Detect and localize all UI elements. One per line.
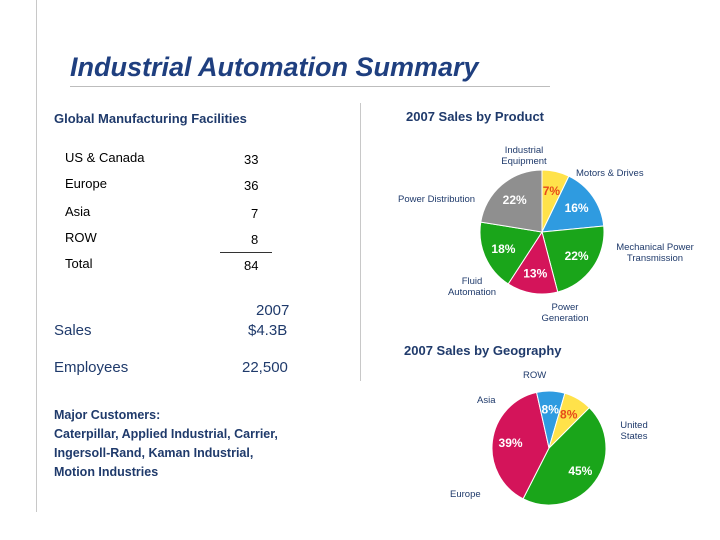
major-customers: Major Customers: Caterpillar, Applied In… bbox=[54, 406, 354, 482]
label-united-states: United States bbox=[620, 420, 648, 442]
facilities-header: Global Manufacturing Facilities bbox=[54, 111, 247, 126]
facility-label: US & Canada bbox=[65, 150, 145, 165]
total-rule bbox=[220, 252, 272, 253]
pie-slice-label: 16% bbox=[565, 201, 589, 215]
label-asia: Asia bbox=[477, 395, 496, 406]
left-border-line bbox=[36, 0, 37, 512]
label-power-distribution: Power Distribution bbox=[398, 194, 476, 205]
geography-chart-title: 2007 Sales by Geography bbox=[404, 343, 562, 358]
pie-slice-label: 45% bbox=[568, 464, 592, 478]
facility-label: ROW bbox=[65, 230, 97, 245]
facility-value: 33 bbox=[244, 152, 259, 167]
label-industrial-equipment: Industrial Equipment bbox=[501, 145, 547, 167]
pie-slice-label: 22% bbox=[565, 249, 589, 263]
label-motors-drives: Motors & Drives bbox=[576, 168, 644, 179]
facility-value: 7 bbox=[251, 206, 259, 221]
employees-label: Employees bbox=[54, 359, 129, 376]
pie-slice bbox=[522, 406, 607, 506]
facility-total-label: Total bbox=[65, 256, 93, 271]
label-fluid-automation: Fluid Automation bbox=[447, 276, 497, 298]
label-row: ROW bbox=[523, 370, 547, 381]
product-chart-title: 2007 Sales by Product bbox=[406, 109, 545, 124]
customers-header: Major Customers: bbox=[54, 408, 161, 422]
customers-line: Motion Industries bbox=[54, 465, 159, 479]
facility-label: Europe bbox=[65, 176, 107, 191]
column-divider bbox=[360, 103, 361, 381]
facility-total-value: 84 bbox=[244, 258, 259, 273]
pie-slice-label: 8% bbox=[542, 402, 560, 416]
pie-slice-label: 13% bbox=[523, 267, 547, 281]
pie-slice bbox=[541, 175, 605, 233]
facility-label: Asia bbox=[65, 204, 91, 219]
pie-slice bbox=[479, 221, 543, 285]
pie-slice-label: 7% bbox=[543, 184, 561, 198]
pie-slice bbox=[541, 225, 605, 293]
pie-slice-label: 22% bbox=[503, 193, 527, 207]
label-power-generation: Power Generation bbox=[541, 302, 589, 324]
customers-line: Ingersoll-Rand, Kaman Industrial, bbox=[54, 446, 254, 460]
page-title: Industrial Automation Summary bbox=[70, 52, 479, 82]
facility-value: 8 bbox=[251, 232, 259, 247]
pie-slice-label: 39% bbox=[499, 436, 523, 450]
pie-slice bbox=[548, 392, 591, 449]
pie-slice-label: 8% bbox=[560, 408, 578, 422]
label-mechanical-power: Mechanical Power Transmission bbox=[616, 242, 694, 264]
stats-year: 2007 bbox=[256, 302, 290, 319]
pie-slice bbox=[491, 391, 550, 500]
title-underline bbox=[70, 86, 550, 87]
customers-line: Caterpillar, Applied Industrial, Carrier… bbox=[54, 427, 278, 441]
pie-slice bbox=[480, 169, 543, 233]
label-europe: Europe bbox=[450, 489, 481, 500]
facility-value: 36 bbox=[244, 178, 259, 193]
sales-value: $4.3B bbox=[248, 322, 288, 339]
employees-value: 22,500 bbox=[242, 359, 288, 376]
pie-slice-label: 18% bbox=[491, 242, 515, 256]
sales-label: Sales bbox=[54, 322, 92, 339]
